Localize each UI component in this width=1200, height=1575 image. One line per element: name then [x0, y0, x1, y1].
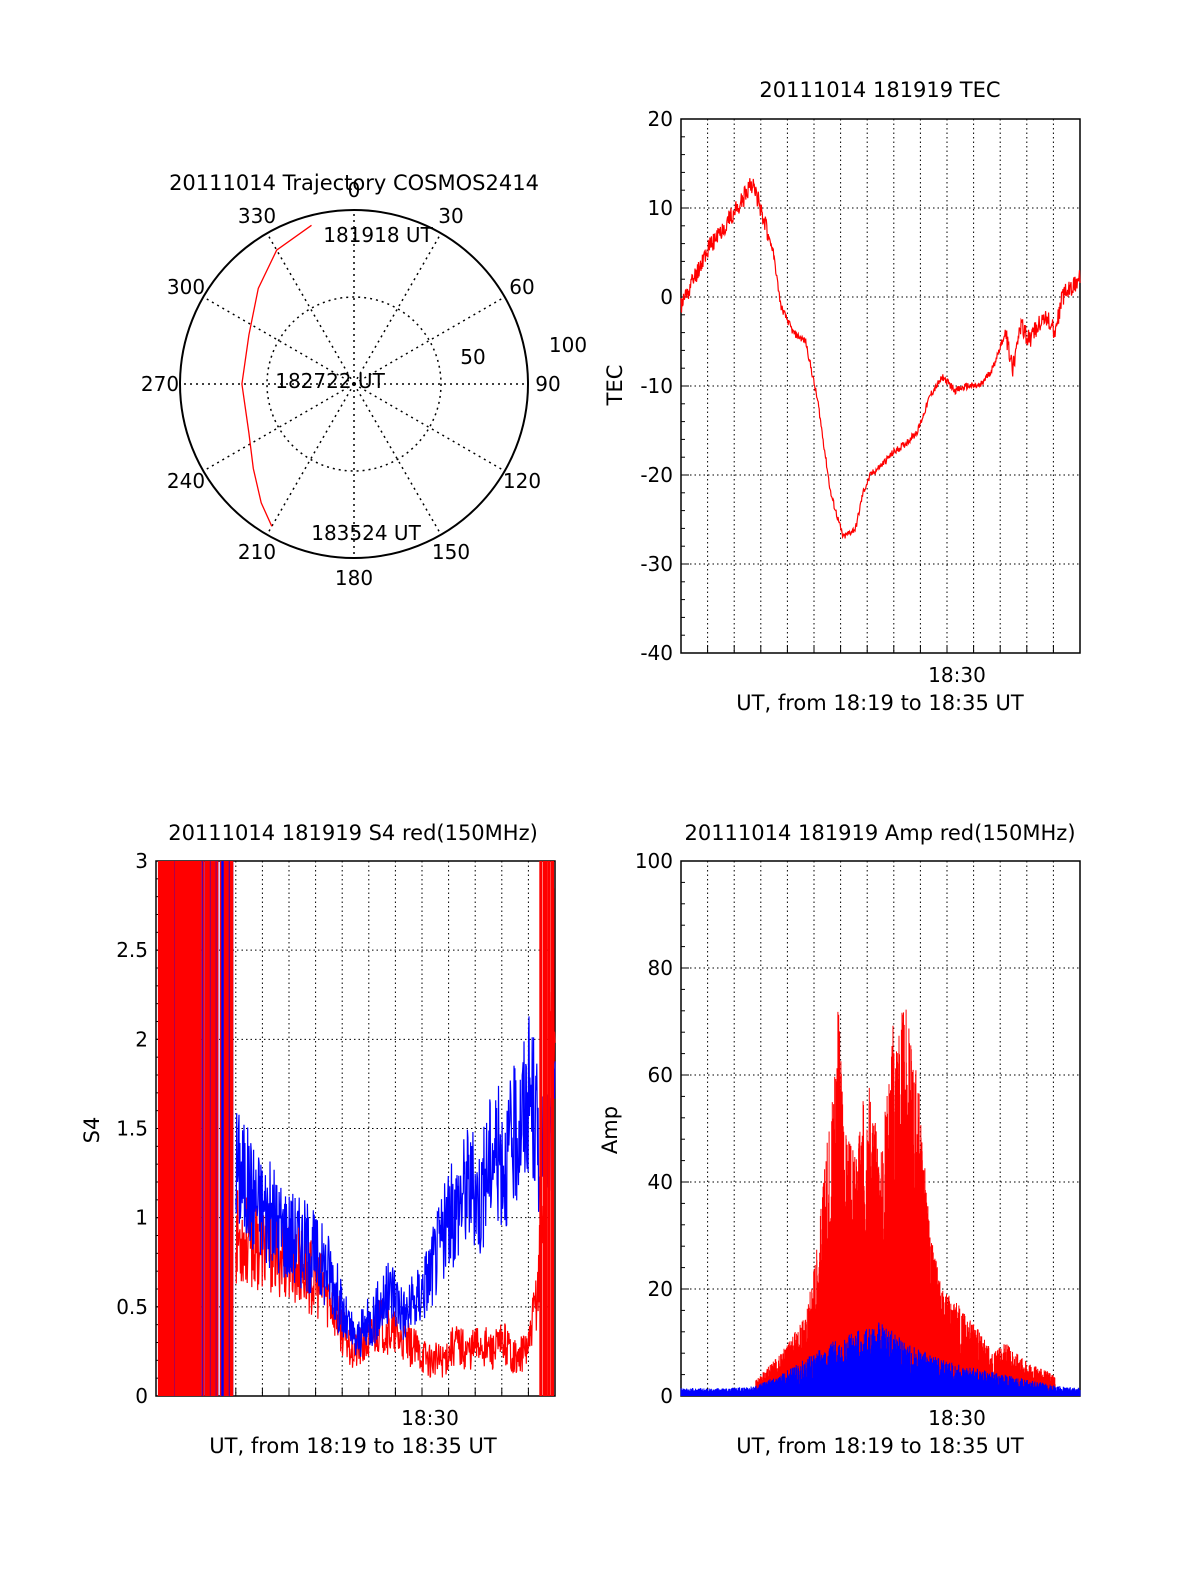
polar-trajectory-line	[241, 224, 312, 527]
s4-frame	[155, 860, 556, 1397]
s4-x-tick-label: 18:30	[401, 1406, 459, 1430]
polar-angle-tick-label: 0	[348, 178, 361, 202]
tec-y-tick-label: -10	[640, 374, 673, 398]
amp-y-tick-label: 20	[648, 1277, 673, 1301]
polar-angle-tick-label: 300	[167, 275, 205, 299]
s4-blue-series-line	[235, 1016, 556, 1357]
amp-y-tick-label: 100	[635, 849, 673, 873]
polar-spoke	[266, 383, 355, 536]
tec-y-tick-label: -40	[640, 641, 673, 665]
amp-x-axis-label: UT, from 18:19 to 18:35 UT	[736, 1434, 1024, 1458]
amp-y-axis-label: Amp	[598, 1106, 622, 1154]
s4-y-tick-label: 1	[135, 1206, 148, 1230]
tec-title: 20111014 181919 TEC	[759, 78, 1000, 102]
polar-ring	[266, 296, 442, 472]
amp-y-tick-label: 80	[648, 956, 673, 980]
polar-outer-circle	[179, 209, 529, 559]
tec-y-tick-label: -20	[640, 463, 673, 487]
polar-angle-tick-label: 150	[432, 540, 470, 564]
polar-spoke	[353, 383, 506, 472]
polar-spoke	[266, 232, 355, 385]
s4-y-tick-label: 1.5	[116, 1117, 148, 1141]
s4-y-tick-label: 0.5	[116, 1295, 148, 1319]
s4-y-tick-label: 3	[135, 849, 148, 873]
amp-y-tick-label: 40	[648, 1170, 673, 1194]
polar-angle-tick-label: 60	[509, 275, 534, 299]
tec-x-tick-label: 18:30	[928, 663, 986, 687]
tec-x-axis-label: UT, from 18:19 to 18:35 UT	[736, 691, 1024, 715]
amp-y-tick-label: 0	[660, 1384, 673, 1408]
polar-point-label: 182722 UT	[275, 369, 385, 393]
s4-late-spikes-red	[539, 861, 555, 1396]
tec-y-axis-label: TEC	[603, 365, 627, 407]
tec-y-tick-label: 0	[660, 285, 673, 309]
polar-angle-tick-label: 270	[141, 372, 179, 396]
polar-angle-tick-label: 90	[535, 372, 560, 396]
tec-y-tick-label: 20	[648, 107, 673, 131]
s4-chart: 20111014 181919 S4 red(150MHz) S4 UT, fr…	[80, 821, 556, 1458]
tec-y-tick-label: 10	[648, 196, 673, 220]
s4-x-axis-label: UT, from 18:19 to 18:35 UT	[209, 1434, 497, 1458]
s4-y-axis-label: S4	[80, 1117, 104, 1144]
polar-radial-tick-label: 100	[549, 333, 587, 357]
amp-title: 20111014 181919 Amp red(150MHz)	[684, 821, 1075, 845]
amp-blue-series	[680, 1322, 1081, 1396]
polar-point-label: 183524 UT	[311, 521, 421, 545]
polar-angle-tick-label: 120	[503, 469, 541, 493]
polar-angle-tick-label: 240	[167, 469, 205, 493]
polar-angle-tick-label: 30	[438, 204, 463, 228]
amp-x-tick-label: 18:30	[928, 1406, 986, 1430]
polar-point-label: 181918 UT	[323, 223, 433, 247]
polar-spoke	[202, 296, 355, 385]
polar-angle-tick-label: 210	[238, 540, 276, 564]
polar-angle-tick-label: 180	[335, 566, 373, 590]
polar-radial-tick-label: 50	[460, 345, 485, 369]
s4-title: 20111014 181919 S4 red(150MHz)	[168, 821, 538, 845]
polar-spoke	[202, 383, 355, 472]
s4-early-spikes-red	[157, 861, 234, 1396]
tec-series-line	[680, 178, 1081, 540]
polar-angle-tick-label: 330	[238, 204, 276, 228]
amp-chart: 20111014 181919 Amp red(150MHz) Amp UT, …	[598, 821, 1081, 1458]
tec-frame	[680, 118, 1081, 654]
polar-spoke	[353, 383, 442, 536]
s4-y-tick-label: 2.5	[116, 938, 148, 962]
tec-chart: 20111014 181919 TEC TEC UT, from 18:19 t…	[603, 78, 1081, 715]
polar-spoke	[353, 296, 506, 385]
amp-red-series	[755, 1009, 1056, 1396]
polar-title: 20111014 Trajectory COSMOS2414	[169, 171, 539, 195]
s4-y-tick-label: 2	[135, 1027, 148, 1051]
amp-y-tick-label: 60	[648, 1063, 673, 1087]
tec-y-tick-label: -30	[640, 552, 673, 576]
s4-y-tick-label: 0	[135, 1384, 148, 1408]
polar-spoke	[353, 232, 442, 385]
polar-trajectory-chart: 20111014 Trajectory COSMOS2414 0 30 60 90 12…	[141, 171, 587, 590]
